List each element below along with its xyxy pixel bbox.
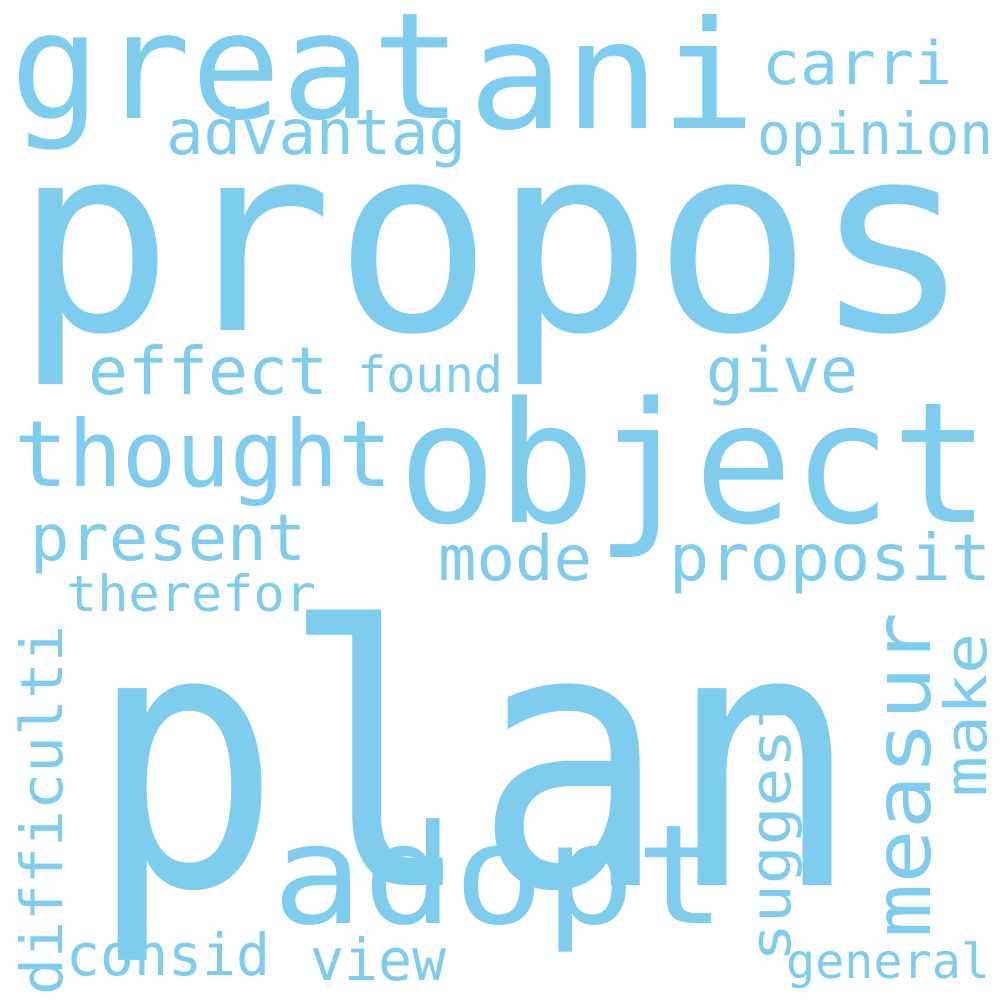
word-found: found <box>357 346 503 404</box>
word-propos: propos <box>14 90 972 392</box>
word-plan: plan <box>88 551 860 970</box>
word-effect: effect <box>88 333 328 410</box>
word-present: present <box>30 502 306 576</box>
word-make: make <box>932 633 1000 797</box>
word-difficulti: difficulti <box>8 625 76 995</box>
word-carri: carri <box>762 29 952 99</box>
word-general: general <box>786 934 990 990</box>
word-consid: consid <box>66 921 270 989</box>
word-proposit: proposit <box>669 522 991 596</box>
word-opinion: opinion <box>757 100 993 168</box>
word-give: give <box>706 334 858 407</box>
word-suggest: suggest <box>739 690 804 962</box>
word-object: object <box>398 366 990 562</box>
word-thought: thought <box>14 401 392 508</box>
word-ani: ani <box>468 0 756 164</box>
word-adopt: adopt <box>272 795 726 956</box>
word-great: great <box>10 0 462 153</box>
word-view: view <box>310 926 446 994</box>
word-advantag: advantag <box>166 96 466 169</box>
word-mode: mode <box>438 522 592 595</box>
word-measur: measur <box>859 612 949 938</box>
word-therefor: therefor <box>66 565 316 623</box>
